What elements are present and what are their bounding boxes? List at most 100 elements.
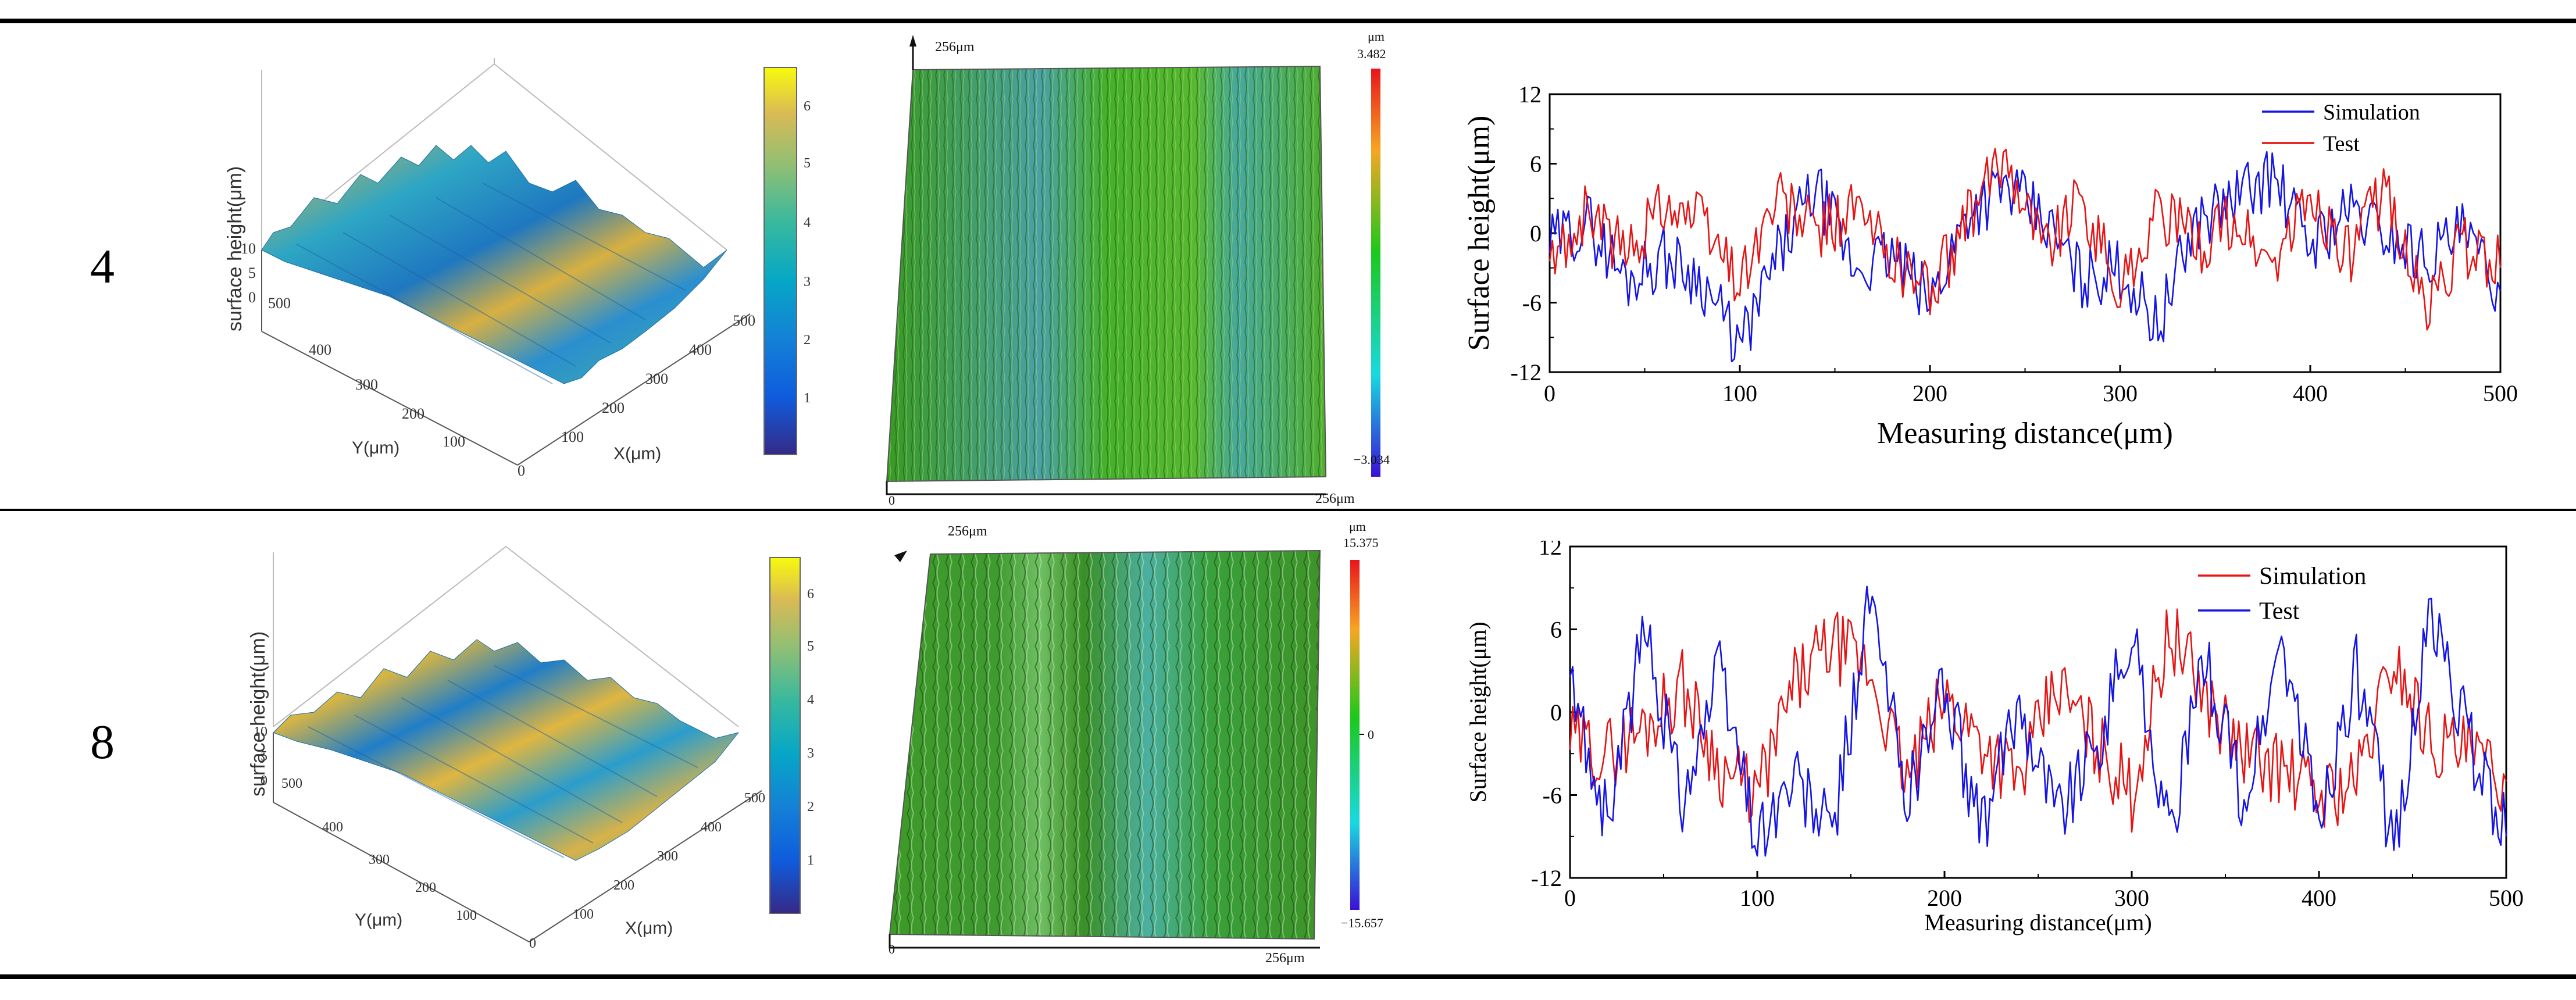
- x-tick: 100: [573, 907, 594, 922]
- x-tick-label: 400: [2302, 885, 2336, 911]
- cbar-tick: 1: [804, 391, 811, 406]
- cbar-tick: 3: [804, 274, 811, 290]
- legend-label-simulation: Simulation: [2323, 100, 2420, 124]
- colorbar-unit: μm: [1368, 29, 1385, 44]
- y-axis-label: Y(μm): [355, 910, 402, 930]
- x-tick: 100: [561, 428, 584, 445]
- cbar-tick: 2: [804, 333, 811, 348]
- topography-image-2: 256μm 256μm 0 μm 15.375 0 −15.657: [889, 520, 1383, 966]
- axis-right-label: 256μm: [1265, 951, 1305, 966]
- cbar-tick: 4: [804, 215, 811, 230]
- cbar-tick: 6: [804, 99, 811, 114]
- legend-label-simulation: Simulation: [2259, 563, 2366, 590]
- x-axis-label: Measuring distance(μm): [1877, 417, 2173, 450]
- axis-top-label: 256μm: [948, 524, 987, 539]
- z-tick: 10: [241, 240, 256, 257]
- x-tick: 0: [529, 936, 536, 948]
- x-tick-label: 300: [2114, 885, 2149, 911]
- x-tick: 0: [518, 462, 525, 477]
- x-axis-label: X(μm): [613, 444, 661, 463]
- row-label-2: 8: [90, 715, 115, 769]
- surface-mesh: [273, 639, 740, 861]
- x-tick-label: 500: [2489, 885, 2524, 911]
- y-tick: 500: [268, 295, 291, 312]
- series-line-test: [1549, 148, 2502, 331]
- x-tick: 200: [613, 878, 634, 893]
- y-tick-label: 0: [1550, 699, 1562, 726]
- x-tick: 500: [733, 312, 755, 329]
- surface-3d-plot-2: 0 5 10 surface height(μm) 500 400 300 20…: [250, 545, 765, 948]
- y-tick: 300: [355, 376, 378, 393]
- axis-origin-label: 0: [889, 493, 895, 508]
- z-tick: 0: [261, 773, 267, 788]
- x-tick-label: 100: [1722, 380, 1757, 406]
- y-axis-label: Y(μm): [352, 438, 399, 458]
- z-tick: 10: [254, 724, 267, 740]
- x-tick-label: 400: [2293, 380, 2328, 406]
- x-tick: 400: [689, 341, 712, 358]
- series-line-simulation: [1549, 151, 2502, 363]
- cbar-tick: 5: [804, 156, 811, 171]
- x-tick-label: 200: [1927, 885, 1962, 911]
- x-tick-label: 0: [1564, 885, 1576, 911]
- colorbar-max: 15.375: [1343, 535, 1379, 550]
- line-chart-1: 0 100 200 300 400 500 -12 -6 0 6 12 Measuring dista…: [1462, 81, 2518, 450]
- colorbar-mid: 0: [1368, 727, 1374, 742]
- x-axis-label: Measuring distance(μm): [1924, 909, 2152, 935]
- cbar-tick: 3: [807, 746, 814, 761]
- y-tick: 200: [415, 880, 436, 895]
- cbar-tick: 2: [807, 799, 814, 815]
- x-tick-label: 100: [1740, 885, 1775, 911]
- y-tick-label: -6: [1543, 783, 1562, 809]
- y-tick: 400: [322, 820, 343, 835]
- y-tick-label: 6: [1550, 617, 1562, 643]
- z-tick: 0: [248, 289, 256, 306]
- series-line-simulation: [1569, 608, 2507, 833]
- colorbar-parula-1: 1 2 3 4 5 6: [763, 67, 811, 455]
- y-tick: 100: [456, 908, 477, 923]
- line-chart-2: 0 100 200 300 400 500 -12 -6 0 6 12 Measuring dista…: [1465, 541, 2524, 935]
- x-tick-label: 300: [2103, 380, 2138, 406]
- y-tick-label: 12: [1539, 541, 1562, 560]
- surface-3d-plot-1: 0 5 10 surface height(μm) 500 400 300 20…: [227, 58, 755, 477]
- cbar-tick: 5: [807, 639, 814, 654]
- axis-origin-label: 0: [889, 942, 895, 956]
- colorbar-unit: μm: [1349, 520, 1366, 534]
- cbar-tick: 6: [807, 587, 814, 602]
- cbar-tick: 4: [807, 692, 814, 708]
- x-tick: 300: [657, 849, 678, 864]
- z-axis-label: surface height(μm): [227, 166, 246, 331]
- colorbar-max: 3.482: [1357, 47, 1386, 61]
- y-tick: 300: [369, 852, 390, 867]
- y-tick: 200: [402, 405, 424, 422]
- row-label-1: 4: [90, 240, 115, 294]
- axis-right-label: 256μm: [1315, 491, 1355, 506]
- y-tick-label: -12: [1511, 359, 1542, 385]
- series-line-test: [1569, 585, 2507, 857]
- x-tick-label: 0: [1544, 380, 1555, 406]
- legend-label-test: Test: [2323, 131, 2360, 156]
- top-rule: [0, 19, 2576, 23]
- z-tick: 5: [261, 749, 267, 764]
- y-axis-label: Surface height(μm): [1462, 116, 1496, 351]
- x-axis-label: X(μm): [625, 919, 673, 938]
- z-axis-label: surface height(μm): [250, 631, 269, 797]
- z-tick: 5: [248, 265, 256, 281]
- y-tick-label: 12: [1518, 81, 1542, 108]
- x-tick: 200: [602, 399, 625, 416]
- colorbar-min: −15.657: [1341, 916, 1383, 930]
- y-tick-label: -6: [1522, 290, 1542, 316]
- x-tick: 300: [645, 370, 668, 387]
- x-tick-label: 200: [1913, 380, 1947, 406]
- y-tick: 400: [309, 341, 331, 358]
- surface-mesh: [261, 145, 727, 384]
- y-axis-label: Surface height(μm): [1465, 622, 1491, 802]
- middle-rule: [0, 509, 2576, 511]
- y-tick: 500: [281, 776, 302, 791]
- axis-top-label: 256μm: [935, 40, 975, 55]
- topography-image-1: 256μm 256μm 0 μm 3.482 −3.034: [886, 29, 1390, 508]
- colorbar-parula-2: 1 2 3 4 5 6: [769, 557, 814, 914]
- y-tick: 100: [443, 433, 465, 450]
- y-tick-label: 0: [1530, 220, 1542, 247]
- legend-label-test: Test: [2259, 598, 2300, 625]
